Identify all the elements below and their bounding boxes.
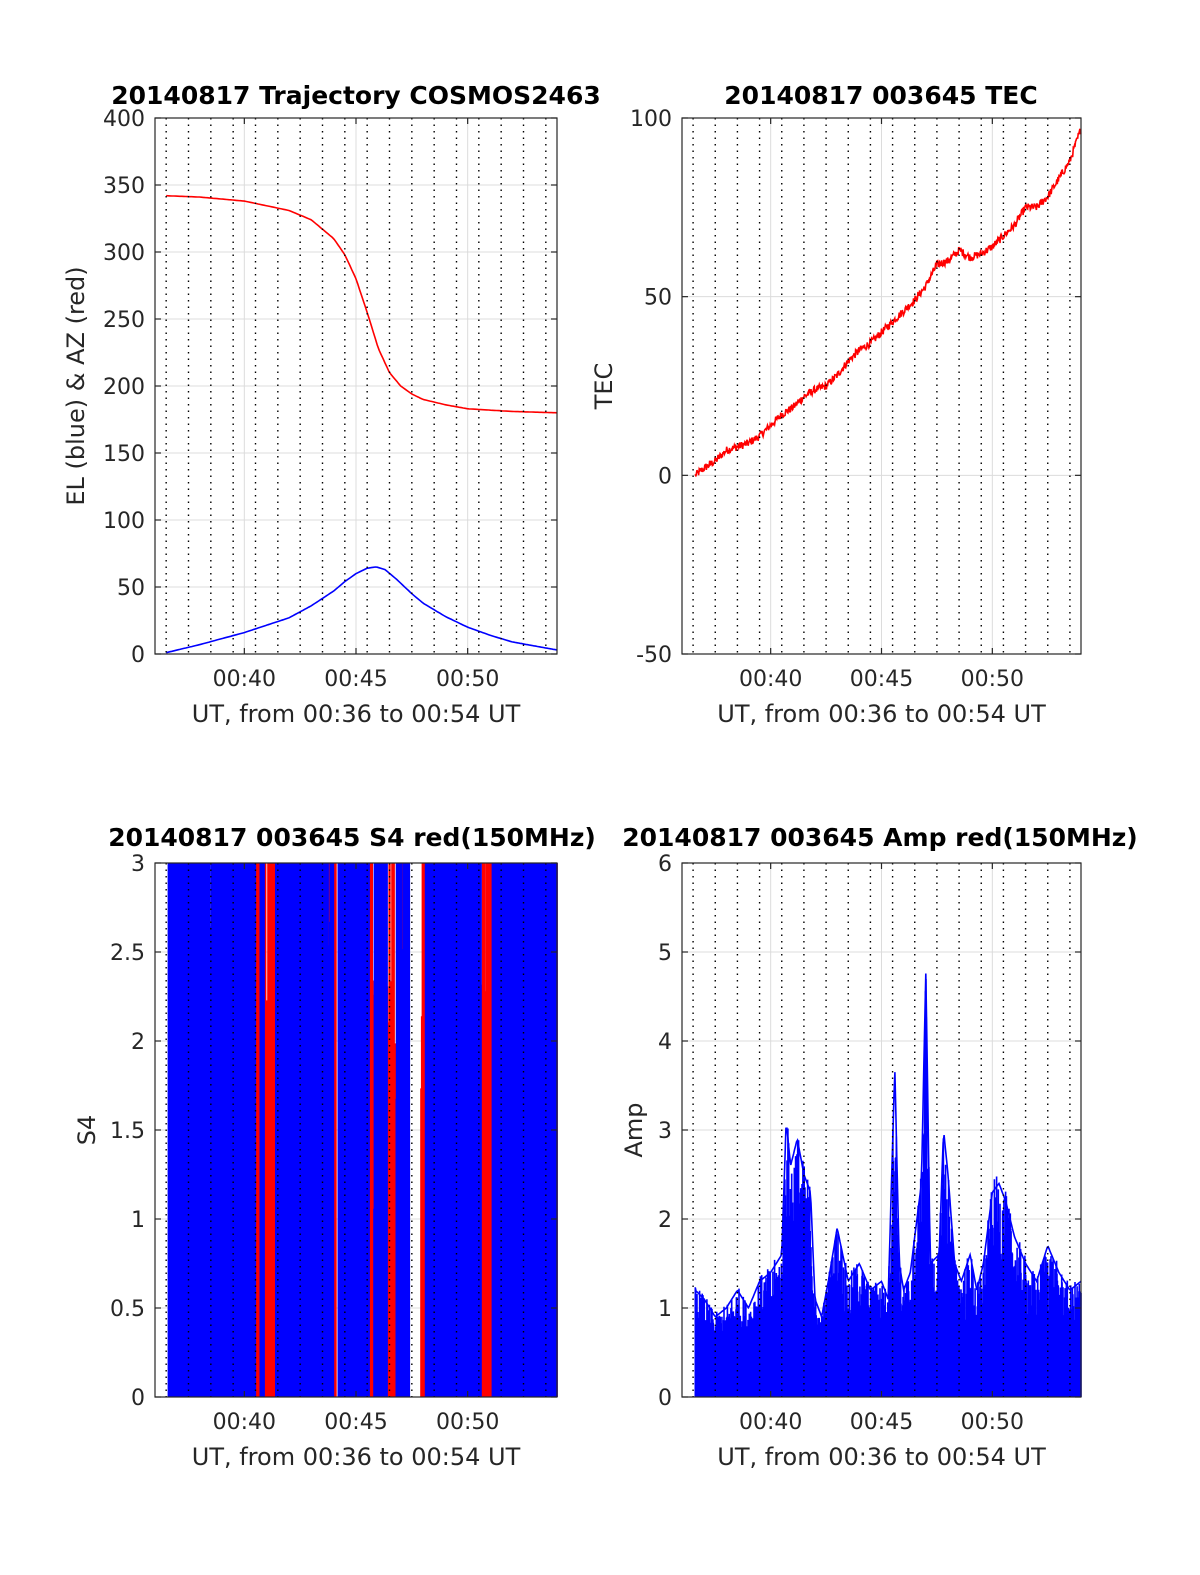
trajectory-y-tick-label: 250 — [103, 308, 145, 333]
amp-y-tick-label: 5 — [658, 941, 672, 966]
trajectory-y-tick-label: 350 — [103, 174, 145, 199]
amp-x-tick-label: 00:45 — [850, 1410, 913, 1435]
tec-x-axis-label: UT, from 00:36 to 00:54 UT — [717, 700, 1046, 728]
trajectory-title: 20140817 Trajectory COSMOS2463 — [111, 81, 601, 110]
s4-y-tick-label: 0 — [131, 1386, 145, 1411]
s4-x-axis-label: UT, from 00:36 to 00:54 UT — [192, 1443, 521, 1471]
amp-y-tick-label: 2 — [658, 1208, 672, 1233]
trajectory-y-tick-label: 50 — [117, 576, 145, 601]
s4-y-tick-label: 1.5 — [110, 1119, 145, 1144]
amp-y-tick-label: 6 — [658, 852, 672, 877]
amp-blue-trace — [694, 973, 1082, 1320]
trajectory-y-tick-label: 300 — [103, 241, 145, 266]
tec-y-tick-label: 0 — [658, 464, 672, 489]
s4-y-tick-label: 3 — [131, 852, 145, 877]
amp-x-axis-label: UT, from 00:36 to 00:54 UT — [717, 1443, 1046, 1471]
trajectory-y-tick-label: 200 — [103, 375, 145, 400]
tec-x-tick-label: 00:45 — [850, 667, 913, 692]
s4-blue-trace — [167, 863, 558, 1397]
s4-y-axis-label: S4 — [73, 1115, 101, 1146]
trajectory-y-tick-label: 400 — [103, 107, 145, 132]
tec-y-tick-label: -50 — [636, 643, 672, 668]
amp-title: 20140817 003645 Amp red(150MHz) — [622, 823, 1138, 852]
tec-panel: -50 0 50 100 00:40 00:45 00:50 20140817 003645… — [590, 81, 1082, 728]
amp-y-axis-label: Amp — [620, 1102, 648, 1157]
amp-blue-trace-fill — [694, 979, 1082, 1397]
tec-y-axis-label: TEC — [590, 363, 618, 411]
trajectory-series-1 — [165, 566, 558, 654]
s4-x-tick-label: 00:45 — [324, 1410, 387, 1435]
tec-x-tick-label: 00:50 — [961, 667, 1024, 692]
trajectory-y-tick-label: 150 — [103, 442, 145, 467]
s4-y-tick-label: 1 — [131, 1208, 145, 1233]
s4-x-tick-label: 00:40 — [213, 1410, 276, 1435]
tec-x-tick-label: 00:40 — [739, 667, 802, 692]
s4-title: 20140817 003645 S4 red(150MHz) — [108, 823, 596, 852]
tec-y-tick-label: 50 — [644, 286, 672, 311]
s4-y-tick-label: 2.5 — [110, 941, 145, 966]
tec-series-0 — [694, 128, 1082, 477]
tec-y-tick-label: 100 — [630, 107, 672, 132]
s4-y-tick-label: 0.5 — [110, 1297, 145, 1322]
amp-y-tick-label: 0 — [658, 1386, 672, 1411]
amp-x-tick-label: 00:50 — [961, 1410, 1024, 1435]
trajectory-x-tick-label: 00:40 — [213, 667, 276, 692]
trajectory-series-0 — [166, 194, 558, 414]
s4-y-tick-label: 2 — [131, 1030, 145, 1055]
trajectory-x-tick-label: 00:50 — [436, 667, 499, 692]
amp-y-tick-label: 3 — [658, 1119, 672, 1144]
amp-y-tick-label: 4 — [658, 1030, 672, 1055]
amp-panel: 0 1 2 3 4 5 6 00:40 00:45 00:50 20140817 003645 A… — [620, 823, 1138, 1471]
amp-x-tick-label: 00:40 — [739, 1410, 802, 1435]
trajectory-y-tick-label: 0 — [131, 643, 145, 668]
amp-y-tick-label: 1 — [658, 1297, 672, 1322]
s4-x-tick-label: 00:50 — [436, 1410, 499, 1435]
trajectory-x-tick-label: 00:45 — [324, 667, 387, 692]
s4-panel: 0 0.5 1 1.5 2 2.5 3 00:40 00:45 00:50 20140817 00… — [73, 823, 596, 1471]
trajectory-y-tick-label: 100 — [103, 509, 145, 534]
trajectory-y-axis-label: EL (blue) & AZ (red) — [62, 266, 90, 505]
tec-title: 20140817 003645 TEC — [724, 81, 1037, 110]
trajectory-x-axis-label: UT, from 00:36 to 00:54 UT — [192, 700, 521, 728]
